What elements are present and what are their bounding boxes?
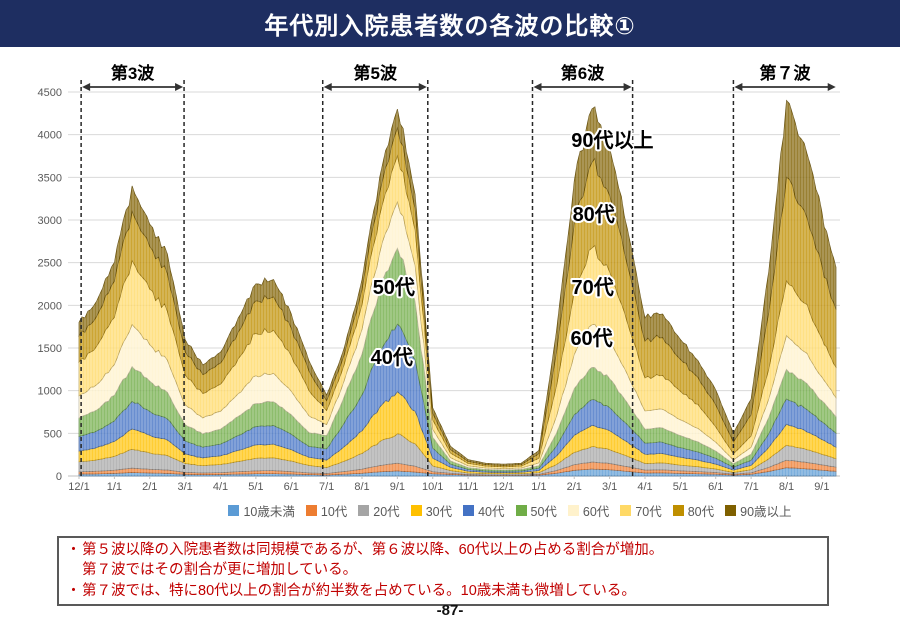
chart-legend: 10歳未満 10代 20代 30代 40代 50代 60代 70代 80代 90歳以上 [120, 501, 900, 520]
legend-label: 60代 [582, 505, 610, 519]
x-tick-label: 2/1 [567, 481, 582, 493]
legend-swatch-icon [567, 505, 579, 516]
legend-item-50代: 50代 [515, 501, 557, 520]
y-tick-label: 1500 [38, 343, 62, 355]
legend-swatch-icon [620, 505, 632, 516]
x-tick-label: 4/1 [637, 481, 652, 493]
y-tick-label: 3500 [38, 172, 62, 184]
y-tick-label: 3000 [38, 215, 62, 227]
x-tick-label: 6/1 [708, 481, 723, 493]
note-text: 第７波ではその割合が更に増加している。 [82, 562, 358, 579]
x-tick-label: 1/1 [531, 481, 546, 493]
x-tick-label: 12/1 [493, 481, 514, 493]
legend-label: 70代 [635, 505, 662, 519]
x-tick-label: 5/1 [673, 481, 688, 493]
legend-label: 50代 [530, 505, 557, 519]
legend-item-70代: 70代 [620, 501, 662, 520]
legend-item-10歳未満: 10歳未満 [228, 501, 295, 520]
age-band-label: 90代以上 [571, 129, 653, 152]
age-band-label: 40代 [371, 346, 413, 369]
x-tick-label: 4/1 [213, 481, 228, 493]
arrow-head-left-icon [533, 83, 542, 91]
wave-label: 第７波 [760, 63, 812, 83]
legend-label: 10歳未満 [243, 505, 295, 519]
note-line: ・ 第５波以降の入院患者数は同規模であるが、第６波以降、60代以上の占める割合が… [65, 540, 821, 560]
legend-swatch-icon [358, 505, 370, 516]
legend-swatch-icon [725, 505, 737, 516]
arrow-head-right-icon [418, 83, 427, 91]
title-bar: 年代別入院患者数の各波の比較① [0, 0, 900, 47]
wave-label: 第3波 [111, 63, 155, 83]
x-tick-label: 3/1 [602, 481, 617, 493]
x-tick-label: 3/1 [177, 481, 192, 493]
arrow-head-left-icon [82, 83, 91, 91]
x-tick-label: 12/1 [68, 481, 89, 493]
legend-label: 90歳以上 [740, 505, 792, 519]
legend-label: 20代 [373, 505, 400, 519]
x-tick-label: 1/1 [107, 481, 122, 493]
arrow-head-right-icon [623, 83, 632, 91]
wave-label: 第6波 [561, 63, 605, 83]
x-tick-label: 8/1 [779, 481, 794, 493]
legend-item-30代: 30代 [410, 501, 453, 520]
notes-box: ・ 第５波以降の入院患者数は同規模であるが、第６波以降、60代以上の占める割合が… [57, 536, 829, 606]
arrow-head-right-icon [827, 83, 836, 91]
legend-label: 10代 [320, 505, 348, 519]
legend-label: 30代 [425, 505, 453, 519]
age-band-label: 50代 [373, 276, 415, 299]
y-tick-label: 4000 [38, 130, 62, 142]
note-line: 第７波ではその割合が更に増加している。 [65, 560, 821, 580]
y-tick-label: 4500 [38, 87, 62, 99]
page-title: 年代別入院患者数の各波の比較① [264, 13, 636, 40]
page-number: -87- [436, 602, 464, 619]
note-text: 第５波以降の入院患者数は同規模であるが、第６波以降、60代以上の占める割合が増加… [82, 542, 664, 558]
legend-swatch-icon [305, 505, 317, 516]
legend-item-60代: 60代 [567, 501, 610, 520]
x-tick-label: 5/1 [248, 481, 263, 493]
note-text: 第７波では、特に80代以上の割合が約半数を占めている。10歳未満も微増している。 [82, 582, 636, 599]
legend-item-10代: 10代 [305, 501, 348, 520]
x-tick-label: 8/1 [354, 481, 369, 493]
arrow-head-right-icon [175, 83, 184, 91]
legend-item-80代: 80代 [672, 501, 715, 520]
legend-swatch-icon [228, 505, 240, 516]
x-tick-label: 6/1 [284, 481, 299, 493]
area-hatch-texture [79, 100, 836, 476]
legend-swatch-icon [410, 505, 422, 516]
bullet-marker [65, 560, 82, 580]
legend-swatch-icon [463, 505, 475, 516]
x-tick-label: 7/1 [743, 481, 758, 493]
legend-item-20代: 20代 [358, 501, 400, 520]
y-tick-label: 1000 [38, 386, 62, 398]
legend-swatch-icon [515, 505, 527, 516]
legend-label: 40代 [478, 505, 505, 519]
x-tick-label: 11/1 [458, 481, 479, 493]
x-tick-label: 9/1 [814, 481, 829, 493]
bullet-marker: ・ [66, 542, 81, 558]
arrow-head-left-icon [734, 83, 743, 91]
arrow-head-left-icon [323, 83, 332, 91]
age-band-label: 80代 [573, 203, 615, 226]
age-band-label: 60代 [570, 327, 612, 350]
y-tick-label: 0 [56, 471, 62, 483]
legend-item-90歳以上: 90歳以上 [725, 501, 792, 520]
y-tick-label: 2500 [38, 258, 62, 270]
y-tick-label: 500 [44, 428, 62, 440]
x-tick-label: 2/1 [142, 481, 157, 493]
y-tick-label: 2000 [38, 300, 62, 312]
x-tick-label: 9/1 [390, 481, 405, 493]
wave-label: 第5波 [354, 63, 398, 83]
legend-swatch-icon [672, 505, 684, 516]
x-tick-label: 10/1 [422, 481, 443, 493]
age-band-label: 70代 [572, 276, 614, 299]
bullet-marker: ・ [66, 582, 81, 599]
x-tick-label: 7/1 [319, 481, 334, 493]
legend-label: 80代 [687, 505, 715, 519]
legend-item-40代: 40代 [463, 501, 505, 520]
note-line: ・ 第７波では、特に80代以上の割合が約半数を占めている。10歳未満も微増してい… [65, 581, 821, 601]
